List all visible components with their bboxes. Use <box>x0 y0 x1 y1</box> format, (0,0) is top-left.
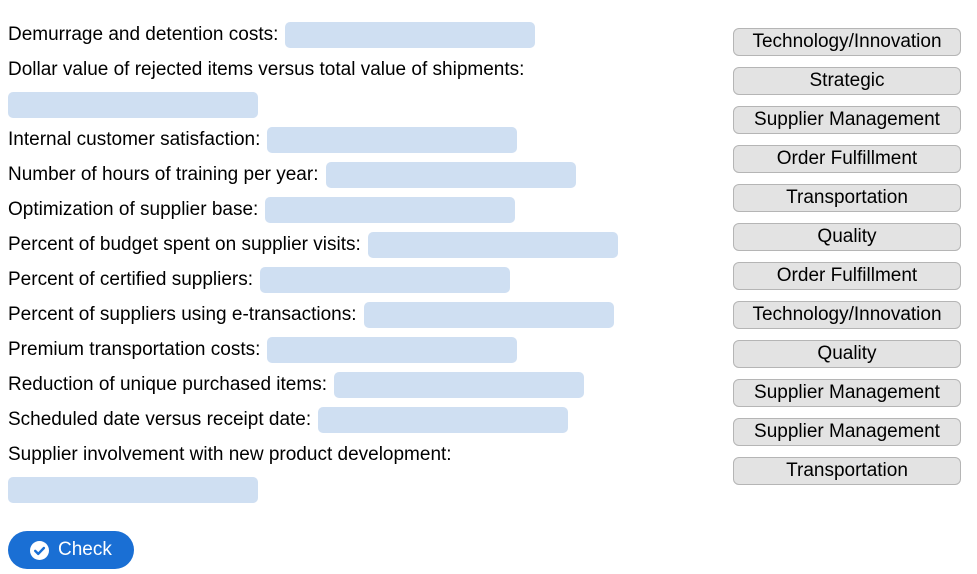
item-label: Premium transportation costs: <box>8 339 261 360</box>
item-label: Percent of suppliers using e-transaction… <box>8 304 357 325</box>
check-button-label: Check <box>58 539 112 560</box>
drop-zone-blank[interactable] <box>285 21 536 48</box>
drop-zone-blank[interactable] <box>8 91 258 118</box>
draggables-column: Technology/Innovation Strategic Supplier M… <box>733 28 961 496</box>
draggable-option[interactable]: Quality <box>733 340 961 368</box>
drop-zone-blank[interactable] <box>333 371 584 398</box>
draggable-option[interactable]: Technology/Innovation <box>733 28 961 56</box>
quiz-item-row: Supplier involvement with new product de… <box>8 437 668 472</box>
drop-zone-blank[interactable] <box>260 266 511 293</box>
items-column: Demurrage and detention costs: Dollar val… <box>8 17 668 507</box>
drop-zone-blank[interactable] <box>267 336 518 363</box>
draggable-option[interactable]: Order Fulfillment <box>733 262 961 290</box>
quiz-item-row: Dollar value of rejected items versus to… <box>8 52 668 87</box>
check-circle-icon <box>30 540 49 560</box>
item-label: Percent of certified suppliers: <box>8 269 254 290</box>
drop-zone-blank[interactable] <box>267 126 518 153</box>
item-label: Scheduled date versus receipt date: <box>8 409 312 430</box>
draggable-option[interactable]: Strategic <box>733 67 961 95</box>
quiz-item-row: Reduction of unique purchased items: <box>8 367 668 402</box>
quiz-item-row: Percent of certified suppliers: <box>8 262 668 297</box>
draggable-option[interactable]: Supplier Management <box>733 379 961 407</box>
item-label: Supplier involvement with new product de… <box>8 444 452 465</box>
drop-zone-blank[interactable] <box>8 476 258 503</box>
draggable-option[interactable]: Order Fulfillment <box>733 145 961 173</box>
draggable-option[interactable]: Quality <box>733 223 961 251</box>
draggable-option[interactable]: Transportation <box>733 184 961 212</box>
quiz-item-blank-row <box>8 472 668 507</box>
item-label: Demurrage and detention costs: <box>8 24 279 45</box>
drop-zone-blank[interactable] <box>363 301 614 328</box>
quiz-item-row: Percent of suppliers using e-transaction… <box>8 297 668 332</box>
item-label: Number of hours of training per year: <box>8 164 319 185</box>
item-label: Internal customer satisfaction: <box>8 129 261 150</box>
drop-zone-blank[interactable] <box>318 406 569 433</box>
drop-zone-blank[interactable] <box>265 196 516 223</box>
item-label: Optimization of supplier base: <box>8 199 259 220</box>
draggable-option[interactable]: Technology/Innovation <box>733 301 961 329</box>
quiz-item-row: Premium transportation costs: <box>8 332 668 367</box>
item-label: Percent of budget spent on supplier visi… <box>8 234 361 255</box>
draggable-option[interactable]: Supplier Management <box>733 106 961 134</box>
item-label: Dollar value of rejected items versus to… <box>8 59 525 80</box>
quiz-item-row: Demurrage and detention costs: <box>8 17 668 52</box>
quiz-item-blank-row <box>8 87 668 122</box>
draggable-option[interactable]: Supplier Management <box>733 418 961 446</box>
drop-zone-blank[interactable] <box>367 231 618 258</box>
quiz-item-row: Internal customer satisfaction: <box>8 122 668 157</box>
quiz-item-row: Optimization of supplier base: <box>8 192 668 227</box>
quiz-item-row: Number of hours of training per year: <box>8 157 668 192</box>
draggable-option[interactable]: Transportation <box>733 457 961 485</box>
drop-zone-blank[interactable] <box>325 161 576 188</box>
check-button[interactable]: Check <box>8 531 134 569</box>
item-label: Reduction of unique purchased items: <box>8 374 327 395</box>
quiz-item-row: Percent of budget spent on supplier visi… <box>8 227 668 262</box>
quiz-item-row: Scheduled date versus receipt date: <box>8 402 668 437</box>
